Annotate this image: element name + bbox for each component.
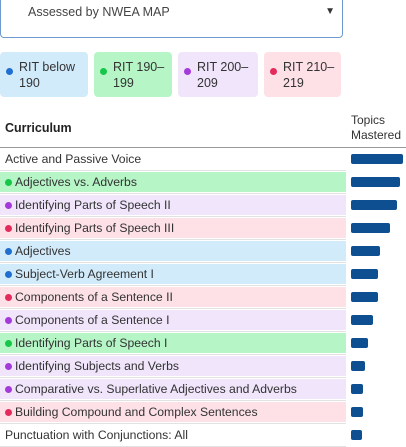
row-level-band: [0, 287, 346, 307]
row-level-band: [0, 356, 346, 376]
level-dot-icon: [5, 363, 12, 370]
curriculum-topic-label: Active and Passive Voice: [5, 152, 142, 166]
level-dot-icon: [5, 179, 12, 186]
topics-mastered-bar: [351, 154, 403, 164]
assessment-dropdown-value: Assessed by NWEA MAP: [28, 5, 170, 19]
row-level-band: [0, 149, 346, 169]
curriculum-topic-label: Identifying Subjects and Verbs: [15, 359, 179, 373]
row-divider: [0, 239, 346, 240]
table-row[interactable]: Subject-Verb Agreement I: [0, 263, 406, 286]
curriculum-topic-label: Components of a Sentence II: [15, 290, 173, 304]
row-divider: [0, 170, 346, 171]
table-row[interactable]: Active and Passive Voice: [0, 148, 406, 171]
row-level-band: [0, 218, 346, 238]
topics-mastered-column-header: Topics Mastered: [351, 113, 402, 142]
curriculum-topic-label: Subject-Verb Agreement I: [15, 267, 154, 281]
level-dot-icon: [5, 386, 12, 393]
topics-mastered-bar: [351, 223, 390, 233]
curriculum-topic-label: Identifying Parts of Speech III: [15, 221, 175, 235]
row-divider: [0, 262, 346, 263]
row-divider: [0, 216, 346, 217]
legend-chip-label: RIT 190– 199: [113, 60, 165, 90]
row-level-band: [0, 402, 346, 422]
row-level-band: [0, 310, 346, 330]
topics-mastered-bar: [351, 338, 368, 348]
topics-mastered-bar: [351, 200, 397, 210]
legend-chip-label: RIT 210– 219: [283, 60, 335, 90]
row-level-band: [0, 172, 346, 192]
table-row[interactable]: Identifying Subjects and Verbs: [0, 355, 406, 378]
row-divider: [0, 377, 346, 378]
table-row[interactable]: Building Compound and Complex Sentences: [0, 401, 406, 424]
legend-chip-210-219[interactable]: RIT 210– 219: [264, 52, 341, 97]
level-dot-icon: [5, 340, 12, 347]
row-divider: [0, 193, 346, 194]
level-dot-icon: [5, 271, 12, 278]
row-divider: [0, 331, 346, 332]
row-divider: [0, 400, 346, 401]
topics-mastered-bar: [351, 430, 362, 440]
table-row[interactable]: Adjectives: [0, 240, 406, 263]
legend-dot-icon: [6, 68, 13, 75]
legend-dot-icon: [100, 68, 107, 75]
topics-mastered-bar: [351, 384, 363, 394]
header-divider: [0, 147, 406, 148]
row-divider: [0, 423, 346, 424]
curriculum-topic-label: Identifying Parts of Speech I: [15, 336, 168, 350]
row-level-band: [0, 425, 346, 445]
assessment-dropdown[interactable]: Assessed by NWEA MAP ▼: [0, 0, 343, 38]
legend-chip-200-209[interactable]: RIT 200– 209: [178, 52, 258, 97]
row-level-band: [0, 195, 346, 215]
row-level-band: [0, 241, 346, 261]
level-dot-icon: [5, 409, 12, 416]
curriculum-topic-label: Building Compound and Complex Sentences: [15, 405, 258, 419]
table-row[interactable]: Components of a Sentence I: [0, 309, 406, 332]
topics-mastered-bar: [351, 177, 400, 187]
row-level-band: [0, 379, 346, 399]
row-divider: [0, 285, 346, 286]
curriculum-column-header: Curriculum: [5, 121, 72, 135]
legend-dot-icon: [184, 68, 191, 75]
level-dot-icon: [5, 225, 12, 232]
topics-mastered-bar: [351, 246, 380, 256]
legend-dot-icon: [270, 68, 277, 75]
table-row[interactable]: Identifying Parts of Speech II: [0, 194, 406, 217]
table-row[interactable]: Adjectives vs. Adverbs: [0, 171, 406, 194]
topics-mastered-bar: [351, 361, 365, 371]
table-row[interactable]: Punctuation with Conjunctions: All: [0, 424, 406, 447]
row-divider: [0, 308, 346, 309]
row-level-band: [0, 333, 346, 353]
row-level-band: [0, 264, 346, 284]
table-row[interactable]: Identifying Parts of Speech I: [0, 332, 406, 355]
curriculum-topic-label: Identifying Parts of Speech II: [15, 198, 171, 212]
legend-chip-190-199[interactable]: RIT 190– 199: [94, 52, 172, 97]
level-dot-icon: [5, 248, 12, 255]
topics-mastered-bar: [351, 269, 378, 279]
table-row[interactable]: Comparative vs. Superlative Adjectives a…: [0, 378, 406, 401]
chevron-down-icon: ▼: [325, 6, 335, 17]
topics-mastered-bar: [351, 407, 363, 417]
legend-chip-below-190[interactable]: RIT below 190: [0, 52, 88, 97]
curriculum-topic-label: Comparative vs. Superlative Adjectives a…: [15, 382, 297, 396]
row-divider: [0, 354, 346, 355]
table-row[interactable]: Identifying Parts of Speech III: [0, 217, 406, 240]
curriculum-topic-label: Adjectives vs. Adverbs: [15, 175, 137, 189]
legend-chip-label: RIT below 190: [19, 60, 76, 90]
topics-mastered-bar: [351, 315, 373, 325]
topics-mastered-bar: [351, 292, 378, 302]
table-row[interactable]: Components of a Sentence II: [0, 286, 406, 309]
curriculum-topic-label: Components of a Sentence I: [15, 313, 170, 327]
curriculum-topic-label: Adjectives: [15, 244, 71, 258]
level-dot-icon: [5, 294, 12, 301]
curriculum-topic-label: Punctuation with Conjunctions: All: [5, 428, 188, 442]
level-dot-icon: [5, 202, 12, 209]
level-dot-icon: [5, 317, 12, 324]
curriculum-table-body: Active and Passive Voice Adjectives vs. A…: [0, 148, 406, 447]
legend-chip-label: RIT 200– 209: [197, 60, 249, 90]
